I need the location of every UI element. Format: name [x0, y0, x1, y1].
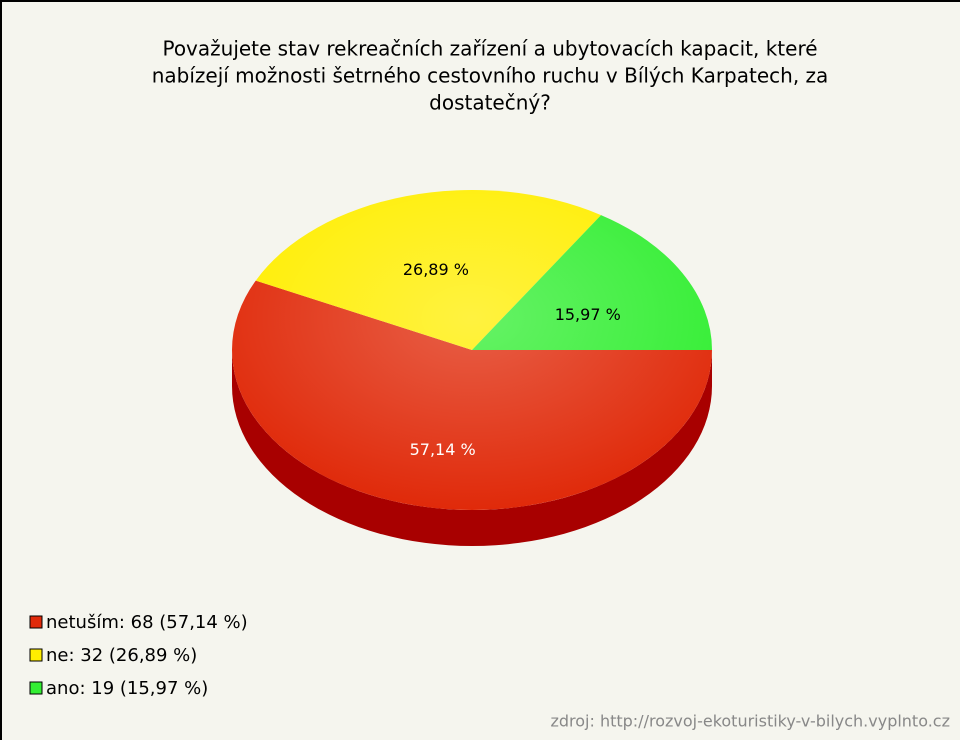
chart-title: Považujete stav rekreačních zařízení a u…	[162, 37, 817, 61]
chart-title: nabízejí možnosti šetrného cestovního ru…	[152, 64, 829, 88]
pie-shine	[232, 190, 712, 510]
legend-swatch	[29, 648, 43, 662]
source: zdroj: http://rozvoj-ekoturistiky-v-bily…	[550, 712, 950, 731]
legend-label: ano: 19 (15,97 %)	[46, 678, 208, 699]
data-label: 26,89 %	[403, 260, 469, 279]
pie-side	[232, 350, 712, 546]
legend-label: netuším: 68 (57,14 %)	[46, 612, 248, 633]
chart-title: dostatečný?	[429, 91, 551, 115]
legend-label: ne: 32 (26,89 %)	[46, 645, 197, 666]
data-label: 57,14 %	[410, 440, 476, 459]
legend-swatch	[29, 615, 43, 629]
data-label: 15,97 %	[555, 305, 621, 324]
legend-swatch	[29, 681, 43, 695]
